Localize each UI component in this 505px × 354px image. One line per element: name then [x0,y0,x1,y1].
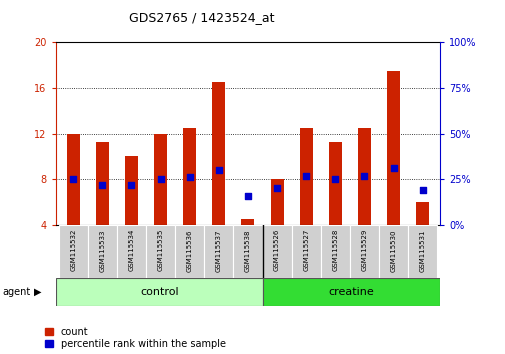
FancyBboxPatch shape [262,278,439,306]
Bar [270,179,283,225]
Text: GDS2765 / 1423524_at: GDS2765 / 1423524_at [129,11,274,24]
FancyBboxPatch shape [320,225,349,278]
Text: GSM115528: GSM115528 [332,229,338,272]
Point [214,167,222,173]
Text: GSM115537: GSM115537 [215,229,221,272]
Text: agent: agent [3,287,31,297]
Point [273,185,281,191]
Text: GSM115535: GSM115535 [157,229,163,272]
FancyBboxPatch shape [117,225,145,278]
Point [156,176,164,182]
Bar [154,133,167,225]
Text: GSM115538: GSM115538 [244,229,250,272]
Bar [415,202,428,225]
FancyBboxPatch shape [408,225,436,278]
Bar [183,128,196,225]
Text: GSM115530: GSM115530 [390,229,396,272]
Point [185,175,193,180]
Point [243,193,251,199]
Point [331,176,339,182]
Bar [95,142,109,225]
Legend: count, percentile rank within the sample: count, percentile rank within the sample [45,327,225,349]
FancyBboxPatch shape [87,225,117,278]
FancyBboxPatch shape [175,225,204,278]
FancyBboxPatch shape [233,225,262,278]
FancyBboxPatch shape [59,225,87,278]
Point [127,182,135,188]
FancyBboxPatch shape [262,225,291,278]
Bar [299,128,312,225]
FancyBboxPatch shape [56,278,262,306]
Text: GSM115534: GSM115534 [128,229,134,272]
Text: GSM115536: GSM115536 [186,229,192,272]
Text: GSM115529: GSM115529 [361,229,367,272]
FancyBboxPatch shape [378,225,408,278]
FancyBboxPatch shape [204,225,233,278]
Bar [212,82,225,225]
Point [360,174,368,179]
Bar [67,133,80,225]
Bar [386,71,399,225]
Bar [357,128,370,225]
Text: control: control [139,287,178,297]
Text: creatine: creatine [328,287,374,297]
Bar [241,219,254,225]
Point [98,182,106,188]
Point [69,176,77,182]
Bar [328,142,341,225]
Bar [125,156,138,225]
Point [389,165,397,171]
Text: GSM115527: GSM115527 [302,229,309,272]
Text: GSM115532: GSM115532 [70,229,76,272]
Point [301,173,310,178]
Text: ▶: ▶ [34,287,42,297]
FancyBboxPatch shape [145,225,175,278]
Text: GSM115526: GSM115526 [274,229,280,272]
Point [418,187,426,193]
Text: GSM115531: GSM115531 [419,229,425,272]
Text: GSM115533: GSM115533 [99,229,105,272]
FancyBboxPatch shape [349,225,378,278]
FancyBboxPatch shape [291,225,320,278]
